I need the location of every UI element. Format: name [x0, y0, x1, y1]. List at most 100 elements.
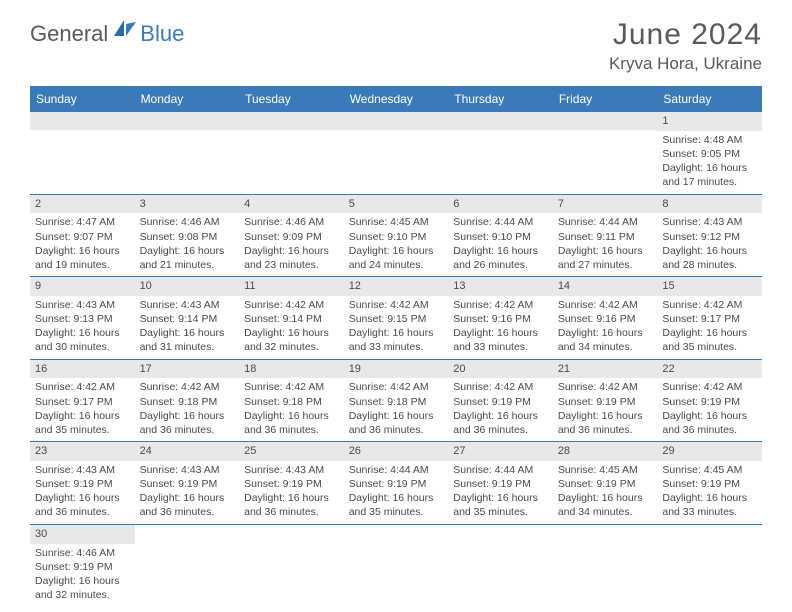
calendar-week-row: 1Sunrise: 4:48 AMSunset: 9:05 PMDaylight…: [30, 112, 762, 194]
cell-line-sr: Sunrise: 4:42 AM: [558, 298, 653, 312]
calendar-cell: 4Sunrise: 4:46 AMSunset: 9:09 PMDaylight…: [239, 194, 344, 277]
cell-body: Sunrise: 4:43 AMSunset: 9:14 PMDaylight:…: [135, 296, 240, 359]
cell-body: Sunrise: 4:42 AMSunset: 9:19 PMDaylight:…: [553, 378, 658, 441]
calendar-cell: 15Sunrise: 4:42 AMSunset: 9:17 PMDayligh…: [657, 277, 762, 360]
cell-line-d2: and 35 minutes.: [349, 505, 444, 519]
calendar-cell: [657, 524, 762, 606]
cell-line-sr: Sunrise: 4:42 AM: [453, 380, 548, 394]
cell-line-sr: Sunrise: 4:48 AM: [662, 133, 757, 147]
cell-line-ss: Sunset: 9:19 PM: [558, 477, 653, 491]
day-number: 22: [657, 360, 762, 379]
day-number: 10: [135, 277, 240, 296]
cell-line-ss: Sunset: 9:11 PM: [558, 230, 653, 244]
cell-line-ss: Sunset: 9:05 PM: [662, 147, 757, 161]
day-number: 16: [30, 360, 135, 379]
cell-line-d1: Daylight: 16 hours: [453, 491, 548, 505]
title-block: June 2024 Kryva Hora, Ukraine: [609, 18, 762, 74]
cell-body: Sunrise: 4:45 AMSunset: 9:19 PMDaylight:…: [657, 461, 762, 524]
cell-line-sr: Sunrise: 4:42 AM: [140, 380, 235, 394]
empty-day-bar: [30, 112, 135, 130]
cell-line-d2: and 34 minutes.: [558, 505, 653, 519]
cell-line-d1: Daylight: 16 hours: [35, 409, 130, 423]
cell-line-d1: Daylight: 16 hours: [349, 409, 444, 423]
weekday-header-row: SundayMondayTuesdayWednesdayThursdayFrid…: [30, 86, 762, 112]
cell-line-d2: and 28 minutes.: [662, 258, 757, 272]
cell-line-ss: Sunset: 9:19 PM: [453, 477, 548, 491]
calendar-cell: 7Sunrise: 4:44 AMSunset: 9:11 PMDaylight…: [553, 194, 658, 277]
calendar-cell: 24Sunrise: 4:43 AMSunset: 9:19 PMDayligh…: [135, 442, 240, 525]
cell-line-ss: Sunset: 9:18 PM: [244, 395, 339, 409]
cell-body: Sunrise: 4:46 AMSunset: 9:08 PMDaylight:…: [135, 213, 240, 276]
day-number: 3: [135, 195, 240, 214]
cell-body: Sunrise: 4:42 AMSunset: 9:17 PMDaylight:…: [657, 296, 762, 359]
empty-day-bar: [553, 112, 658, 130]
cell-line-d1: Daylight: 16 hours: [558, 491, 653, 505]
calendar-cell: [135, 112, 240, 194]
calendar-cell: [30, 112, 135, 194]
day-number: 29: [657, 442, 762, 461]
cell-line-d2: and 36 minutes.: [349, 423, 444, 437]
cell-line-d1: Daylight: 16 hours: [558, 244, 653, 258]
cell-body: Sunrise: 4:47 AMSunset: 9:07 PMDaylight:…: [30, 213, 135, 276]
cell-line-d2: and 34 minutes.: [558, 340, 653, 354]
cell-line-sr: Sunrise: 4:42 AM: [349, 298, 444, 312]
cell-line-sr: Sunrise: 4:44 AM: [349, 463, 444, 477]
cell-line-ss: Sunset: 9:07 PM: [35, 230, 130, 244]
calendar-cell: 3Sunrise: 4:46 AMSunset: 9:08 PMDaylight…: [135, 194, 240, 277]
cell-line-sr: Sunrise: 4:43 AM: [662, 215, 757, 229]
calendar-cell: [239, 112, 344, 194]
calendar-cell: 9Sunrise: 4:43 AMSunset: 9:13 PMDaylight…: [30, 277, 135, 360]
cell-line-ss: Sunset: 9:19 PM: [35, 477, 130, 491]
weekday-header: Sunday: [30, 86, 135, 112]
cell-line-ss: Sunset: 9:14 PM: [244, 312, 339, 326]
calendar-cell: 26Sunrise: 4:44 AMSunset: 9:19 PMDayligh…: [344, 442, 449, 525]
cell-body: Sunrise: 4:42 AMSunset: 9:17 PMDaylight:…: [30, 378, 135, 441]
cell-body: Sunrise: 4:42 AMSunset: 9:18 PMDaylight:…: [135, 378, 240, 441]
cell-line-sr: Sunrise: 4:43 AM: [140, 298, 235, 312]
cell-line-d2: and 35 minutes.: [662, 340, 757, 354]
cell-body: Sunrise: 4:43 AMSunset: 9:19 PMDaylight:…: [239, 461, 344, 524]
weekday-header: Friday: [553, 86, 658, 112]
calendar-week-row: 30Sunrise: 4:46 AMSunset: 9:19 PMDayligh…: [30, 524, 762, 606]
calendar-cell: 14Sunrise: 4:42 AMSunset: 9:16 PMDayligh…: [553, 277, 658, 360]
cell-line-sr: Sunrise: 4:42 AM: [244, 298, 339, 312]
cell-line-sr: Sunrise: 4:42 AM: [35, 380, 130, 394]
month-title: June 2024: [609, 18, 762, 52]
cell-line-ss: Sunset: 9:10 PM: [349, 230, 444, 244]
empty-day-bar: [448, 112, 553, 130]
cell-line-ss: Sunset: 9:10 PM: [453, 230, 548, 244]
calendar-cell: 19Sunrise: 4:42 AMSunset: 9:18 PMDayligh…: [344, 359, 449, 442]
cell-line-d1: Daylight: 16 hours: [244, 409, 339, 423]
calendar-week-row: 23Sunrise: 4:43 AMSunset: 9:19 PMDayligh…: [30, 442, 762, 525]
cell-line-d1: Daylight: 16 hours: [244, 244, 339, 258]
calendar-cell: 8Sunrise: 4:43 AMSunset: 9:12 PMDaylight…: [657, 194, 762, 277]
calendar-cell: 13Sunrise: 4:42 AMSunset: 9:16 PMDayligh…: [448, 277, 553, 360]
cell-line-d1: Daylight: 16 hours: [244, 491, 339, 505]
cell-line-d2: and 32 minutes.: [244, 340, 339, 354]
calendar-cell: 6Sunrise: 4:44 AMSunset: 9:10 PMDaylight…: [448, 194, 553, 277]
cell-line-d2: and 36 minutes.: [140, 423, 235, 437]
day-number: 2: [30, 195, 135, 214]
cell-line-d2: and 33 minutes.: [453, 340, 548, 354]
cell-body: Sunrise: 4:48 AMSunset: 9:05 PMDaylight:…: [657, 131, 762, 194]
cell-line-d1: Daylight: 16 hours: [35, 574, 130, 588]
weekday-header: Tuesday: [239, 86, 344, 112]
cell-line-d2: and 35 minutes.: [453, 505, 548, 519]
cell-line-d1: Daylight: 16 hours: [140, 326, 235, 340]
calendar-cell: 2Sunrise: 4:47 AMSunset: 9:07 PMDaylight…: [30, 194, 135, 277]
cell-line-d2: and 33 minutes.: [662, 505, 757, 519]
location-title: Kryva Hora, Ukraine: [609, 54, 762, 74]
cell-line-d1: Daylight: 16 hours: [558, 326, 653, 340]
cell-line-d1: Daylight: 16 hours: [244, 326, 339, 340]
cell-line-ss: Sunset: 9:19 PM: [662, 395, 757, 409]
cell-line-ss: Sunset: 9:18 PM: [140, 395, 235, 409]
cell-line-ss: Sunset: 9:19 PM: [140, 477, 235, 491]
cell-body: Sunrise: 4:42 AMSunset: 9:14 PMDaylight:…: [239, 296, 344, 359]
cell-line-sr: Sunrise: 4:43 AM: [244, 463, 339, 477]
calendar-cell: 17Sunrise: 4:42 AMSunset: 9:18 PMDayligh…: [135, 359, 240, 442]
day-number: 25: [239, 442, 344, 461]
cell-line-ss: Sunset: 9:18 PM: [349, 395, 444, 409]
cell-body: Sunrise: 4:43 AMSunset: 9:12 PMDaylight:…: [657, 213, 762, 276]
cell-line-d1: Daylight: 16 hours: [140, 244, 235, 258]
calendar-week-row: 9Sunrise: 4:43 AMSunset: 9:13 PMDaylight…: [30, 277, 762, 360]
